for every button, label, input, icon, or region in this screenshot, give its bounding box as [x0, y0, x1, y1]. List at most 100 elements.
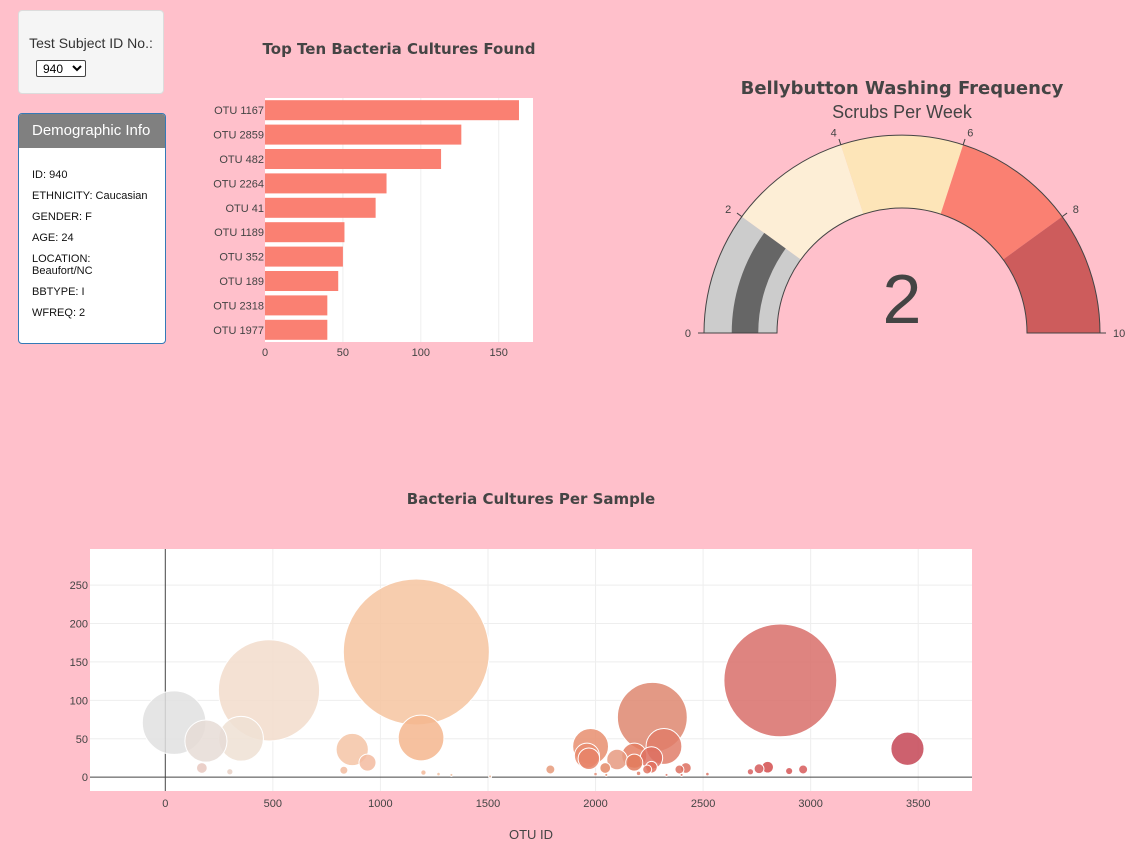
demographic-age: AGE: 24: [32, 232, 74, 244]
bubble-point: [545, 764, 556, 775]
bubble-x-tick-label: 500: [264, 798, 282, 810]
bar: [265, 173, 387, 194]
bar: [265, 124, 462, 145]
bubble-point: [705, 771, 710, 777]
gauge-tick-label: 2: [725, 204, 731, 216]
bubble-point: [674, 764, 685, 775]
subject-selector-label: Test Subject ID No.:: [29, 35, 153, 51]
bar-category-label: OTU 2264: [213, 178, 264, 190]
gauge-step: [1003, 216, 1100, 333]
bubble-chart-title: Bacteria Cultures Per Sample: [407, 490, 655, 508]
bar-x-tick-label: 0: [262, 347, 268, 359]
gauge-value-bar: [731, 232, 786, 333]
bar-category-label: OTU 1977: [213, 325, 264, 337]
bubble-point: [436, 771, 441, 777]
bubble-point: [195, 762, 208, 774]
bubble-point: [593, 771, 598, 777]
gauge-tick: [736, 212, 743, 218]
bubble-point: [226, 768, 234, 776]
bubble-point: [785, 766, 794, 776]
gauge-tick: [962, 138, 966, 145]
demographic-panel: Demographic Info ID: 940 ETHNICITY: Cauc…: [18, 113, 166, 344]
bar-category-label: OTU 352: [219, 252, 264, 264]
bar-x-tick-label: 50: [337, 347, 349, 359]
bar-category-label: OTU 2318: [213, 300, 264, 312]
bar-x-tick-label: 150: [490, 347, 508, 359]
bar-x-tick-label: 100: [412, 347, 430, 359]
bubble-y-tick-label: 50: [76, 734, 88, 746]
bubble-y-tick-label: 100: [70, 695, 88, 707]
gauge-step: [840, 135, 964, 215]
demographic-title: Demographic Info: [19, 114, 165, 148]
gauge-step: [741, 144, 864, 260]
bar: [265, 246, 343, 267]
bar-category-label: OTU 2859: [213, 130, 264, 142]
bubble-x-tick-label: 3000: [798, 798, 822, 810]
bar: [265, 270, 339, 292]
demographic-wfreq: WFREQ: 2: [32, 307, 86, 319]
demographic-bbtype: BBTYPE: I: [32, 286, 85, 298]
bar: [265, 148, 442, 170]
bubble-x-axis-label: OTU ID: [509, 827, 553, 842]
top-ten-bar-chart: Top Ten Bacteria Cultures Found 0 50 100 15…: [213, 40, 535, 359]
bubble-chart: Bacteria Cultures Per Sample 0 500 1000 150…: [70, 490, 972, 842]
bubble-x-tick-label: 3500: [906, 798, 930, 810]
gauge-tick-label: 0: [685, 328, 691, 340]
bubble-point: [599, 762, 612, 774]
bubble-x-tick-label: 1500: [476, 798, 500, 810]
gauge-title: Bellybutton Washing Frequency: [741, 78, 1064, 99]
washing-frequency-gauge: Bellybutton Washing Frequency Scrubs Per…: [685, 78, 1125, 340]
bar-category-label: OTU 189: [219, 276, 264, 288]
bubble-point: [890, 731, 925, 766]
bubble-x-tick-label: 0: [162, 798, 168, 810]
bubble-point: [679, 772, 684, 777]
demographic-body: ID: 940 ETHNICITY: Caucasian GENDER: F A…: [19, 148, 165, 319]
gauge-tick: [838, 138, 842, 145]
bubble-point: [342, 578, 490, 726]
gauge-tick-label: 8: [1073, 204, 1079, 216]
bubble-y-tick-label: 200: [70, 619, 88, 631]
bar: [265, 100, 519, 121]
bar-category-label: OTU 1167: [214, 105, 264, 117]
bar: [265, 295, 328, 316]
bubble-x-tick-label: 2000: [583, 798, 607, 810]
bubble-point: [746, 768, 755, 776]
bubble-point: [625, 753, 644, 772]
bubble-point: [753, 763, 765, 775]
bubble-y-tick-label: 0: [82, 772, 88, 784]
bubble-point: [723, 623, 838, 738]
gauge-tick-label: 6: [967, 127, 973, 139]
bubble-y-tick-label: 250: [70, 580, 88, 592]
gauge-tick-label: 4: [831, 127, 837, 139]
bubble-point: [339, 765, 349, 775]
demographic-id: ID: 940: [32, 169, 68, 181]
bubble-point: [488, 774, 493, 779]
bar-category-label: OTU 41: [225, 203, 264, 215]
bar: [265, 222, 345, 243]
bubble-point: [420, 769, 427, 776]
bar-category-label: OTU 482: [219, 154, 264, 166]
gauge-tick-label: 10: [1113, 328, 1125, 340]
bubble-y-tick-label: 150: [70, 657, 88, 669]
bubble-point: [664, 772, 669, 777]
bubble-point: [397, 714, 445, 762]
bubble-point: [217, 639, 321, 742]
bubble-point: [635, 770, 642, 777]
demographic-location: LOCATION: Beaufort/NC: [32, 253, 93, 277]
bubble-point: [358, 753, 377, 772]
bar-category-label: OTU 1189: [214, 227, 264, 239]
bubble-point: [577, 747, 601, 770]
subject-id-dropdown[interactable]: 940: [36, 60, 86, 77]
bubble-point: [184, 719, 228, 763]
gauge-step: [940, 144, 1063, 260]
bubble-x-tick-label: 2500: [691, 798, 715, 810]
bubble-x-tick-label: 1000: [368, 798, 392, 810]
subject-selector-panel: Test Subject ID No.: 940: [18, 10, 164, 94]
bubble-point: [798, 764, 809, 775]
bar: [265, 197, 376, 218]
bubble-point: [604, 772, 609, 777]
bubble-point: [449, 772, 454, 777]
demographic-gender: GENDER: F: [32, 211, 92, 223]
gauge-outline: [703, 134, 1101, 334]
bar: [265, 319, 328, 340]
